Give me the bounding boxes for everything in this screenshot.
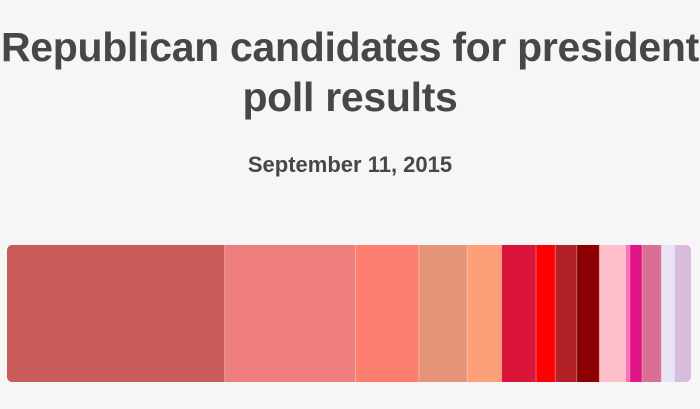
bar-segment-15 <box>674 245 691 382</box>
bar-segment-14 <box>661 245 675 382</box>
segment-divider <box>418 245 420 382</box>
chart-title: Republican candidates for president poll… <box>0 24 700 120</box>
bar-segment-7 <box>536 245 556 382</box>
bar-segment-5 <box>467 245 502 382</box>
bar-segment-2 <box>224 245 356 382</box>
segment-divider <box>501 245 503 382</box>
bar-segment-8 <box>555 245 578 382</box>
chart-subtitle: September 11, 2015 <box>247 152 453 177</box>
stacked-bar-svg <box>7 245 691 382</box>
stacked-bar <box>7 245 691 382</box>
segment-divider <box>355 245 357 382</box>
bar-segment-11 <box>625 245 631 382</box>
segment-divider <box>641 245 643 382</box>
segment-divider <box>554 245 556 382</box>
bar-segment-13 <box>642 245 662 382</box>
segment-divider <box>673 245 675 382</box>
segment-divider <box>625 245 627 382</box>
bar-segment-6 <box>501 245 537 382</box>
bar-segment-1 <box>7 245 226 382</box>
segment-divider <box>224 245 226 382</box>
bar-segment-12 <box>629 245 643 382</box>
segment-divider <box>598 245 600 382</box>
bar-segment-3 <box>355 245 420 382</box>
bar-segment-4 <box>418 245 468 382</box>
segment-divider <box>535 245 537 382</box>
bar-segment-10 <box>599 245 626 382</box>
segment-divider <box>660 245 662 382</box>
segment-divider <box>576 245 578 382</box>
segment-divider <box>466 245 468 382</box>
bar-segment-9 <box>576 245 600 382</box>
segment-divider <box>629 245 631 382</box>
